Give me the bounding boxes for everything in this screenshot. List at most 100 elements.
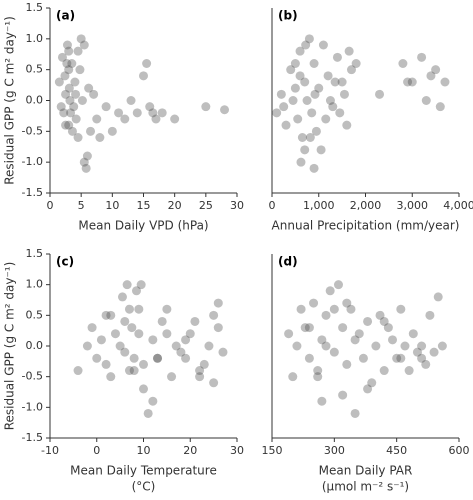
point (153, 353, 163, 363)
point (333, 280, 343, 290)
point (440, 77, 450, 87)
point (288, 96, 298, 105)
point (321, 341, 331, 351)
point (120, 316, 130, 326)
y-tick-label: -1.0 (22, 400, 43, 413)
y-tick-label: -1.0 (22, 155, 43, 168)
y-tick-label: -0.5 (22, 370, 43, 383)
point (124, 366, 134, 376)
point (346, 304, 356, 314)
point (313, 372, 323, 382)
point (338, 323, 348, 333)
point (335, 108, 345, 118)
point (115, 341, 125, 351)
point (297, 133, 307, 142)
point (148, 396, 158, 406)
point (404, 366, 414, 376)
y-tick-label: 0.0 (26, 339, 44, 352)
point (425, 310, 435, 320)
point (304, 34, 314, 44)
point (296, 157, 306, 167)
point (139, 384, 148, 394)
point (86, 126, 96, 136)
y-tick-label: -1.5 (22, 431, 43, 444)
point (371, 341, 381, 351)
point (201, 102, 211, 112)
point (272, 108, 282, 118)
point (407, 77, 417, 87)
point (132, 108, 142, 118)
point (181, 335, 191, 345)
point (309, 298, 319, 308)
point (317, 396, 327, 406)
point (167, 372, 177, 382)
point (426, 71, 436, 81)
y-tick-label: 0.5 (26, 63, 44, 76)
x-tick-label: 0 (93, 444, 100, 457)
point (318, 40, 328, 50)
point (120, 114, 130, 124)
point (82, 341, 92, 351)
x-axis-label: (°C) (132, 480, 156, 494)
point (367, 378, 377, 388)
point (145, 102, 155, 112)
point (67, 126, 77, 136)
point (82, 151, 92, 161)
x-tick-label: 25 (199, 199, 213, 212)
point (162, 329, 172, 339)
point (143, 408, 153, 418)
y-tick-label: 1.0 (26, 32, 44, 45)
point (396, 304, 406, 314)
point (363, 384, 373, 394)
point (323, 71, 333, 81)
x-tick-label: 4,000 (443, 199, 473, 212)
point (363, 316, 373, 326)
point (67, 59, 77, 68)
point (311, 126, 321, 136)
x-tick-label: 3,000 (397, 199, 429, 212)
point (66, 108, 76, 118)
point (342, 120, 352, 130)
point (181, 353, 191, 363)
point (101, 310, 111, 320)
point (281, 120, 291, 130)
x-axis-label: Mean Daily PAR (319, 464, 413, 478)
point (171, 341, 181, 351)
point (400, 341, 410, 351)
y-tick-label: -0.5 (22, 124, 43, 137)
point (62, 40, 72, 50)
x-tick-label: 450 (386, 444, 407, 457)
x-tick-label: 1,000 (303, 199, 335, 212)
point (304, 353, 314, 363)
point (300, 323, 310, 333)
y-tick-label: 1.5 (26, 247, 44, 260)
x-tick-label: -10 (41, 444, 59, 457)
point (213, 298, 223, 308)
x-tick-label: 2,000 (350, 199, 382, 212)
point (321, 114, 331, 124)
point (95, 133, 105, 142)
panel-label: (a) (56, 9, 75, 23)
point (325, 286, 335, 296)
point (79, 40, 89, 50)
point (309, 163, 319, 173)
point (392, 353, 402, 363)
point (375, 89, 385, 99)
point (65, 96, 75, 105)
point (388, 335, 398, 345)
x-tick-label: 0 (269, 199, 276, 212)
point (328, 102, 338, 112)
point (435, 102, 445, 112)
point (329, 304, 339, 314)
point (64, 83, 74, 93)
point (148, 108, 158, 118)
point (77, 96, 87, 105)
point (431, 65, 441, 75)
point (421, 359, 431, 369)
y-axis-label: Residual GPP (g C m² day⁻¹) (3, 16, 17, 185)
point (290, 83, 300, 93)
point (317, 335, 327, 345)
point (213, 323, 223, 333)
point (76, 34, 86, 44)
point (350, 335, 360, 345)
